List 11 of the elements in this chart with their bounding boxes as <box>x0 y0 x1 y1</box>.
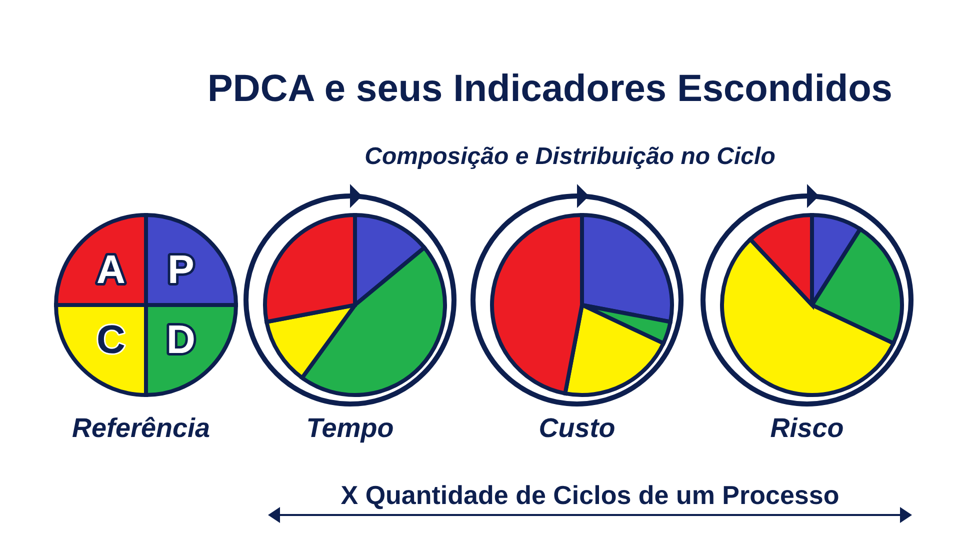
slice-label: P <box>168 248 194 292</box>
slice-label: A <box>96 248 126 292</box>
text: Custo <box>538 413 616 444</box>
text: Risco <box>769 413 845 444</box>
chart-subtitle: Composição e Distribuição no Ciclo <box>364 143 776 171</box>
text: X Quantidade de Ciclos de um Processo <box>340 480 840 511</box>
text: Referência <box>70 413 212 444</box>
slice-label: D <box>166 318 196 362</box>
slice-label: C <box>96 318 126 362</box>
chart-title: PDCA e seus Indicadores Escondidos <box>206 68 894 111</box>
text: Tempo <box>305 413 395 444</box>
